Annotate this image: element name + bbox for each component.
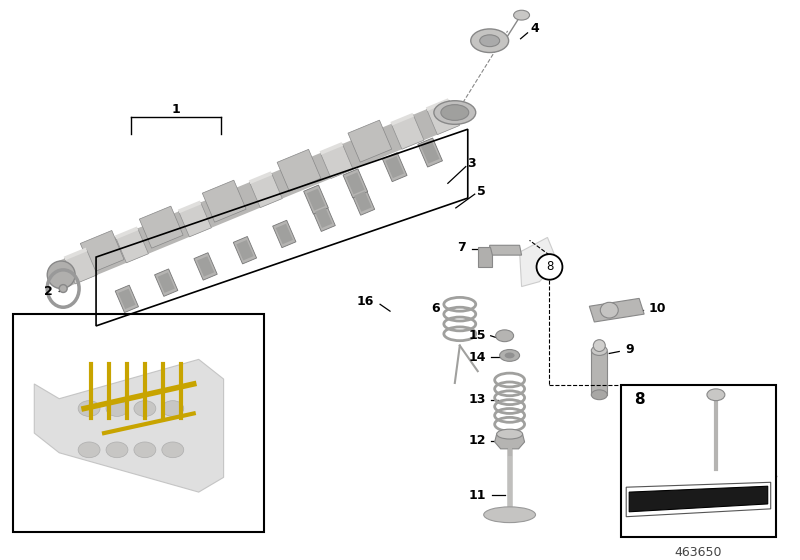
Polygon shape (306, 189, 326, 211)
Polygon shape (273, 220, 296, 248)
Text: 4: 4 (530, 22, 539, 35)
Text: 10: 10 (648, 302, 666, 315)
Ellipse shape (441, 105, 469, 120)
Ellipse shape (484, 507, 535, 522)
Polygon shape (343, 169, 368, 198)
Polygon shape (178, 200, 202, 213)
Polygon shape (178, 202, 211, 237)
Polygon shape (346, 172, 365, 194)
Text: 15: 15 (469, 329, 486, 342)
Text: 1: 1 (171, 103, 180, 116)
Polygon shape (354, 192, 372, 212)
Text: 16: 16 (357, 295, 374, 308)
Polygon shape (315, 208, 332, 228)
Polygon shape (426, 99, 450, 111)
Polygon shape (56, 100, 460, 287)
Polygon shape (630, 486, 768, 512)
Polygon shape (426, 100, 459, 134)
Text: 11: 11 (469, 488, 486, 502)
Ellipse shape (106, 442, 128, 458)
Bar (14, 314, 265, 533)
Ellipse shape (591, 390, 607, 400)
Polygon shape (519, 237, 558, 287)
Ellipse shape (434, 101, 476, 124)
Bar (622, 385, 776, 538)
Polygon shape (312, 204, 335, 231)
Text: 3: 3 (467, 157, 476, 170)
Polygon shape (348, 120, 392, 162)
Polygon shape (490, 245, 522, 255)
Text: 12: 12 (469, 435, 486, 447)
Text: 8: 8 (634, 392, 645, 407)
Text: 9: 9 (625, 343, 634, 356)
Ellipse shape (500, 349, 519, 361)
Polygon shape (34, 360, 224, 492)
Polygon shape (382, 153, 407, 181)
Polygon shape (118, 288, 135, 309)
Polygon shape (249, 171, 272, 184)
Polygon shape (234, 236, 257, 264)
Ellipse shape (134, 442, 156, 458)
Circle shape (537, 254, 562, 279)
Ellipse shape (505, 352, 514, 358)
Polygon shape (139, 206, 183, 248)
Polygon shape (80, 231, 124, 273)
Ellipse shape (591, 346, 607, 356)
Polygon shape (478, 248, 492, 267)
Polygon shape (158, 272, 175, 293)
Ellipse shape (514, 10, 530, 20)
Ellipse shape (78, 400, 100, 417)
Polygon shape (202, 180, 246, 222)
Polygon shape (115, 226, 138, 239)
Ellipse shape (496, 330, 514, 342)
Polygon shape (277, 150, 321, 192)
Polygon shape (197, 256, 214, 277)
Polygon shape (194, 253, 218, 280)
Ellipse shape (497, 429, 522, 439)
Text: 8: 8 (546, 260, 553, 273)
Polygon shape (64, 248, 87, 260)
Ellipse shape (134, 400, 156, 417)
Ellipse shape (162, 400, 184, 417)
Polygon shape (276, 224, 293, 244)
Polygon shape (351, 188, 374, 215)
Ellipse shape (480, 35, 500, 46)
Polygon shape (116, 228, 149, 263)
Text: 14: 14 (469, 351, 486, 364)
Ellipse shape (106, 400, 128, 417)
Text: 13: 13 (469, 393, 486, 406)
Text: 6: 6 (431, 302, 440, 315)
Polygon shape (319, 142, 343, 155)
Ellipse shape (707, 389, 725, 400)
Polygon shape (65, 249, 98, 284)
Text: 2: 2 (44, 285, 53, 298)
Ellipse shape (594, 340, 606, 352)
Polygon shape (591, 351, 607, 395)
Polygon shape (250, 173, 282, 208)
Polygon shape (391, 115, 424, 149)
Polygon shape (494, 434, 525, 449)
Polygon shape (304, 185, 328, 214)
Polygon shape (421, 142, 439, 164)
Text: 5: 5 (478, 185, 486, 198)
Polygon shape (590, 298, 644, 322)
Ellipse shape (162, 442, 184, 458)
Ellipse shape (470, 29, 509, 53)
Ellipse shape (600, 302, 618, 318)
Polygon shape (390, 113, 414, 125)
Polygon shape (320, 144, 353, 179)
Polygon shape (115, 285, 138, 312)
Polygon shape (418, 138, 442, 167)
Ellipse shape (78, 442, 100, 458)
Text: 463650: 463650 (674, 545, 722, 559)
Polygon shape (386, 156, 404, 178)
Polygon shape (154, 269, 178, 296)
Ellipse shape (47, 261, 75, 288)
Ellipse shape (59, 284, 67, 292)
Polygon shape (236, 240, 254, 260)
Text: 7: 7 (458, 241, 466, 254)
